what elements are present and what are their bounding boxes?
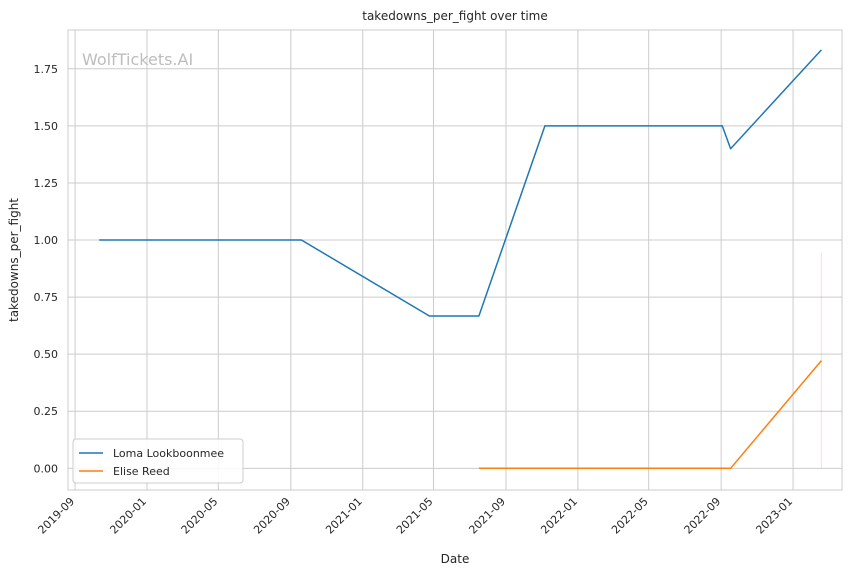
x-tick-label: 2020-01: [107, 495, 149, 537]
y-tick-label: 1.75: [34, 63, 59, 76]
x-tick-label: 2021-09: [466, 495, 508, 537]
y-axis-label: takedowns_per_fight: [7, 198, 21, 322]
x-tick-label: 2021-05: [394, 495, 436, 537]
y-tick-label: 1.00: [34, 234, 59, 247]
x-tick-label: 2022-09: [682, 495, 724, 537]
series-layer: [99, 49, 822, 470]
y-tick-label: 0.50: [34, 348, 59, 361]
x-tick-label: 2022-05: [609, 495, 651, 537]
y-tick-label: 1.50: [34, 120, 59, 133]
legend-box: [72, 438, 244, 484]
series-line-1: [99, 49, 822, 317]
legend: Loma Lookboonmee Elise Reed: [72, 438, 244, 484]
series-line-2: [478, 360, 822, 470]
legend-label: Elise Reed: [113, 465, 170, 478]
y-tick-label: 0.25: [34, 405, 59, 418]
chart-title: takedowns_per_fight over time: [362, 9, 548, 23]
grid: [67, 29, 843, 491]
x-tick-label: 2021-01: [323, 495, 365, 537]
plot-frame: [67, 29, 843, 491]
x-tick-label: 2020-05: [179, 495, 221, 537]
y-tick-label: 0.00: [34, 462, 59, 475]
watermark: WolfTickets.AI: [82, 50, 193, 69]
x-axis-label: Date: [441, 552, 470, 566]
x-tick-label: 2023-01: [753, 495, 795, 537]
x-tick-label: 2022-01: [538, 495, 580, 537]
y-tick-label: 0.75: [34, 291, 59, 304]
legend-label: Loma Lookboonmee: [113, 447, 224, 460]
x-tick-label: 2019-09: [35, 495, 77, 537]
y-tick-label: 1.25: [34, 177, 59, 190]
x-tick-label: 2020-09: [251, 495, 293, 537]
